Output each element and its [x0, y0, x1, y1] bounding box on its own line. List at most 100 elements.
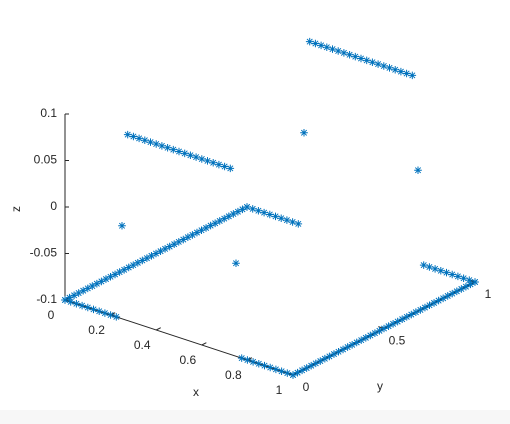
star-marker — [345, 50, 354, 59]
star-marker — [254, 206, 263, 215]
star-marker — [84, 303, 92, 312]
star-marker — [425, 301, 434, 310]
star-marker — [158, 142, 166, 150]
star-marker — [471, 278, 479, 286]
star-marker — [186, 151, 195, 160]
star-marker — [334, 47, 342, 55]
star-marker — [368, 58, 377, 67]
star-marker — [288, 218, 297, 226]
star-marker — [229, 210, 238, 218]
star-marker — [220, 162, 229, 171]
star-marker — [425, 263, 434, 271]
star-marker — [118, 221, 126, 230]
star-marker — [232, 259, 240, 268]
star-marker — [248, 205, 257, 213]
star-marker — [311, 359, 320, 368]
star-marker — [289, 371, 297, 379]
star-marker — [407, 310, 416, 319]
star-marker — [443, 292, 452, 300]
star-marker — [115, 268, 124, 276]
star-marker — [431, 265, 439, 273]
star-marker — [215, 217, 224, 225]
star-marker — [237, 354, 246, 362]
star-marker — [371, 329, 379, 337]
star-marker — [402, 69, 411, 78]
star-marker — [203, 157, 212, 165]
star-marker — [375, 327, 384, 335]
x-tick-label: 0.2 — [88, 323, 105, 337]
star-marker — [412, 308, 420, 317]
star-marker — [180, 149, 189, 158]
star-marker — [129, 132, 138, 141]
star-marker — [141, 136, 149, 145]
star-marker — [112, 313, 121, 321]
star-marker — [419, 261, 428, 269]
star-marker — [298, 366, 306, 375]
star-marker — [293, 368, 302, 377]
star-marker — [147, 252, 156, 260]
star-marker — [466, 280, 475, 289]
y-axis-label: y — [377, 379, 383, 393]
star-marker — [102, 275, 110, 283]
star-marker — [193, 228, 201, 237]
star-marker — [179, 235, 188, 244]
star-marker — [442, 268, 451, 277]
star-marker — [152, 140, 160, 148]
star-marker — [197, 226, 206, 235]
star-marker — [283, 369, 292, 377]
star-marker — [439, 294, 447, 303]
star-marker — [234, 207, 242, 216]
star-marker — [374, 60, 382, 68]
star-marker — [143, 254, 151, 262]
star-marker — [89, 305, 98, 314]
star-marker — [220, 214, 229, 223]
x-axis-line — [64, 299, 294, 376]
star-marker — [70, 291, 78, 300]
star-marker — [66, 298, 75, 306]
star-marker — [437, 266, 445, 275]
star-marker — [192, 153, 200, 161]
star-marker — [206, 221, 215, 230]
star-marker — [380, 324, 388, 333]
star-marker — [135, 134, 143, 143]
star-marker — [421, 303, 429, 312]
star-marker — [339, 345, 347, 354]
star-marker — [362, 56, 371, 65]
star-marker — [302, 364, 311, 372]
star-marker — [93, 279, 101, 288]
x-tick-label: 0.6 — [179, 353, 196, 367]
star-marker — [226, 164, 235, 173]
star-marker — [238, 205, 247, 214]
star-marker — [321, 354, 329, 363]
star-marker — [300, 128, 308, 137]
star-marker — [402, 313, 411, 321]
x-tick — [201, 342, 207, 346]
star-marker — [65, 293, 74, 302]
star-marker — [448, 270, 456, 279]
star-marker — [357, 54, 365, 63]
star-marker — [340, 49, 348, 57]
star-marker — [465, 276, 474, 284]
star-marker — [397, 67, 405, 76]
star-marker — [307, 361, 315, 370]
x-tick — [155, 327, 161, 331]
star-marker — [294, 220, 303, 228]
star-marker — [111, 270, 119, 279]
star-marker — [448, 289, 457, 298]
star-marker — [138, 256, 147, 265]
z-axis-label: z — [9, 206, 23, 212]
star-marker — [198, 155, 206, 163]
star-marker — [106, 311, 115, 319]
star-marker — [343, 343, 352, 351]
star-marker — [348, 340, 356, 349]
star-marker — [316, 357, 325, 365]
star-marker — [453, 287, 461, 296]
x-tick-label: 0.8 — [225, 368, 242, 382]
star-marker — [78, 301, 86, 310]
star-marker — [163, 143, 172, 152]
x-tick-label: 1 — [276, 383, 283, 397]
y-tick-label: 0 — [303, 380, 310, 394]
star-marker — [169, 145, 178, 154]
star-marker — [156, 247, 165, 255]
star-marker — [393, 317, 402, 326]
